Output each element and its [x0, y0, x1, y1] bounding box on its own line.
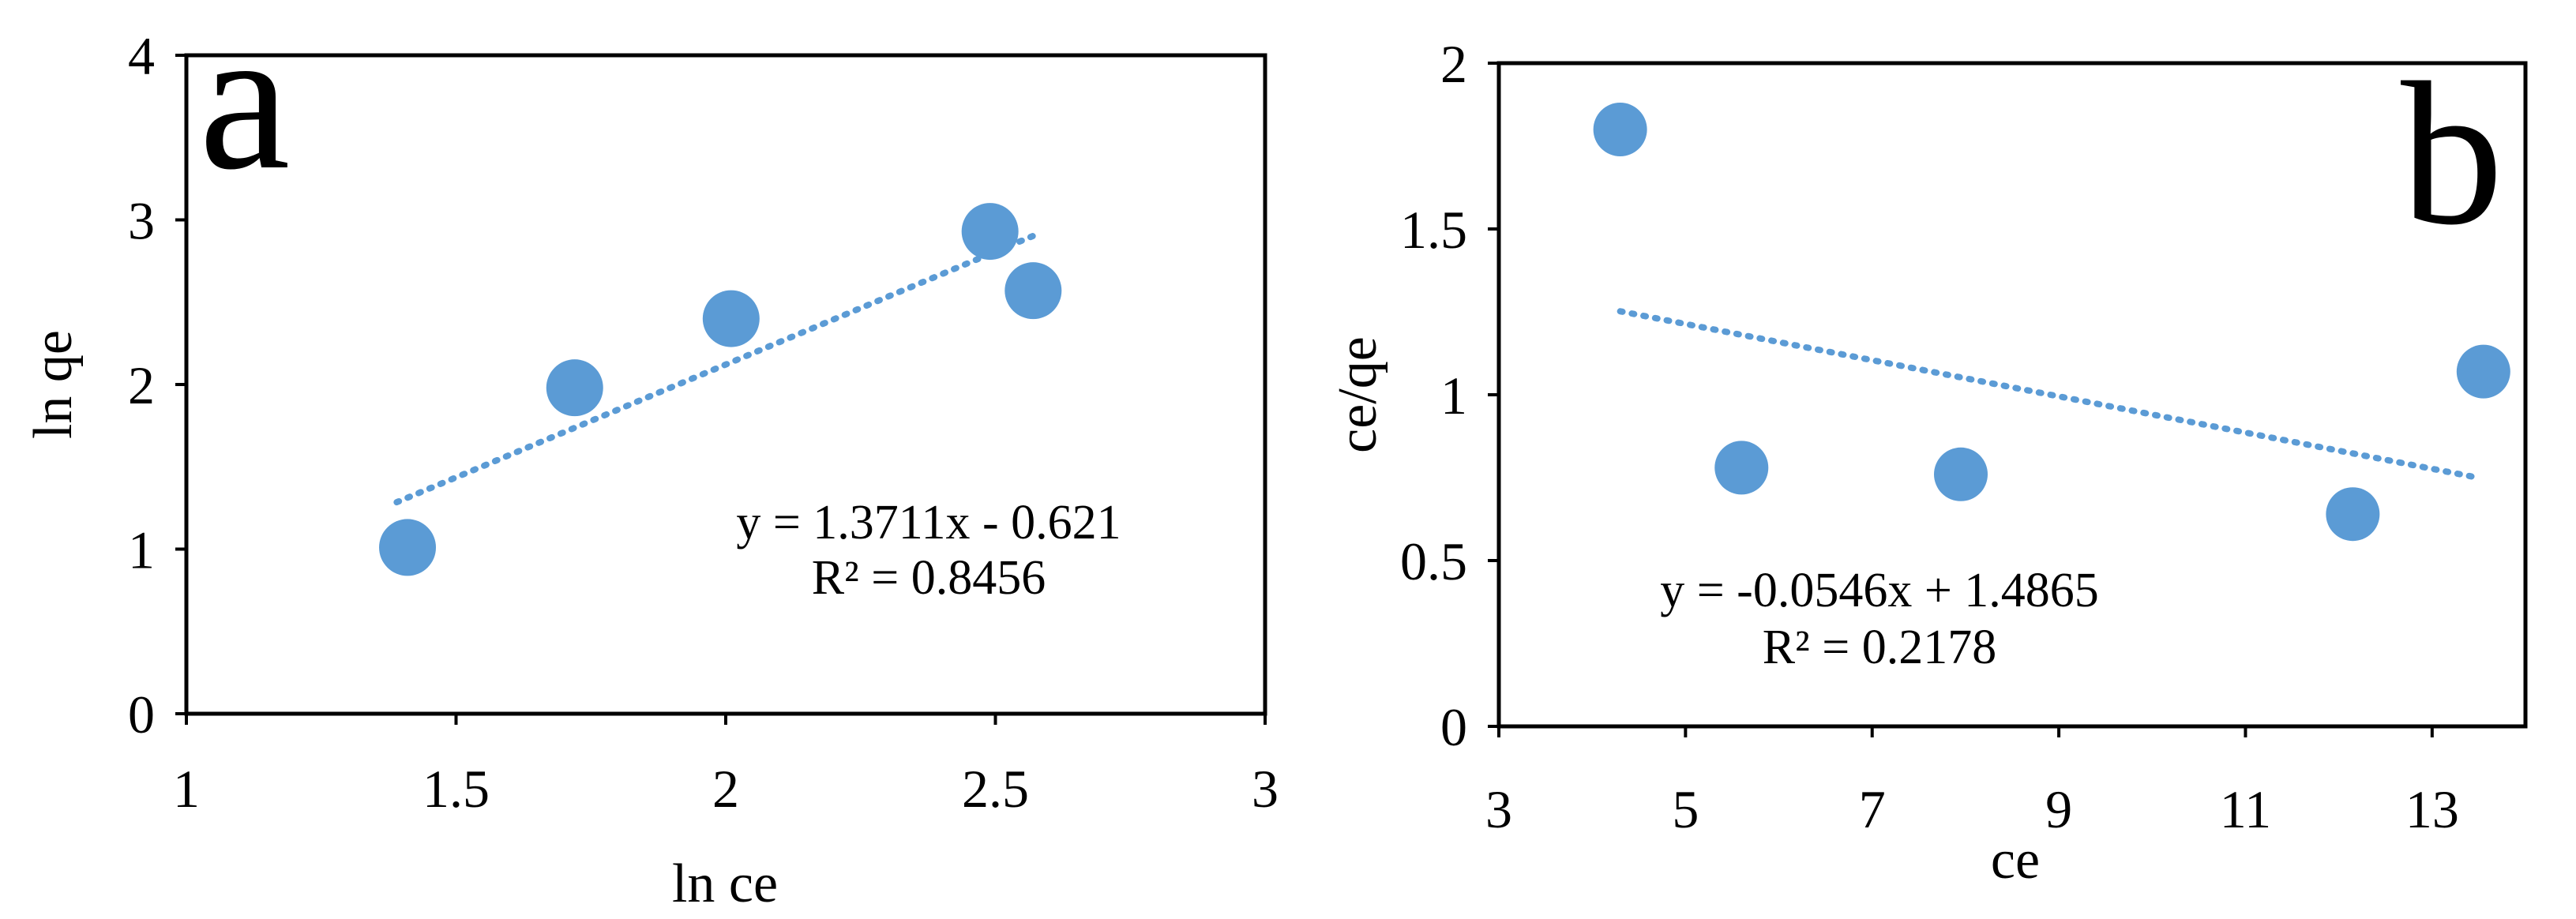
data-point	[1004, 262, 1062, 320]
y-tick-labels-a: 0 1 2 3 4	[128, 26, 186, 745]
plot-area-b	[1496, 61, 2528, 729]
data-points-b	[1593, 103, 2510, 542]
panel-label-a: a	[199, 0, 290, 212]
data-point	[379, 519, 437, 576]
data-point	[1593, 103, 1647, 156]
x-tick-label: 13	[2405, 779, 2459, 839]
y-tick-labels-b: 0 0.5 1 1.5 2	[1400, 34, 1499, 757]
y-tick-label: 0	[1440, 697, 1467, 757]
y-tick-label: 0	[128, 685, 155, 745]
y-tick-label: 1	[128, 520, 155, 580]
data-point	[702, 290, 760, 347]
x-tick-label: 3	[1252, 759, 1279, 819]
y-tick-label: 3	[128, 191, 155, 251]
r-squared-b: R² = 0.2178	[1763, 621, 1996, 674]
x-tick-label: 2	[712, 759, 739, 819]
x-axis-title-b: ce	[1991, 830, 2040, 891]
equation-b: y = -0.0546x + 1.4865	[1660, 564, 2099, 617]
equation-a: y = 1.3711x - 0.621	[736, 496, 1121, 550]
x-tick-label: 9	[2045, 779, 2072, 839]
x-tick-label: 1.5	[422, 759, 490, 819]
y-tick-label: 1.5	[1400, 200, 1467, 260]
y-axis-title-b: ce/qe	[1327, 336, 1388, 453]
y-tick-label: 2	[128, 355, 155, 415]
trendline-a	[393, 232, 1037, 506]
plot-area-a	[184, 53, 1267, 716]
r-squared-a: R² = 0.8456	[812, 551, 1046, 605]
x-tick-label: 2.5	[962, 759, 1029, 819]
y-tick-label: 1	[1440, 366, 1467, 426]
x-tick-label: 3	[1485, 779, 1512, 839]
y-tick-label: 4	[128, 26, 155, 86]
x-tick-label: 7	[1859, 779, 1886, 839]
panel-label-b: b	[2401, 40, 2503, 268]
data-point	[546, 359, 603, 417]
data-point	[2326, 487, 2380, 542]
y-tick-label: 2	[1440, 34, 1467, 94]
x-tick-label: 5	[1672, 779, 1699, 839]
x-tick-labels-a: 1 1.5 2 2.5 3	[173, 714, 1279, 819]
data-point	[961, 203, 1019, 261]
data-points-a	[379, 203, 1062, 576]
x-tick-label: 1	[173, 759, 200, 819]
data-point	[1714, 441, 1769, 495]
data-point	[2456, 344, 2510, 399]
trendline-b	[1617, 308, 2482, 482]
y-tick-label: 0.5	[1400, 531, 1467, 591]
x-tick-label: 11	[2220, 779, 2271, 839]
x-axis-title-a: ln ce	[672, 853, 778, 914]
x-tick-labels-b: 3 5 7 9 11 13	[1485, 726, 2459, 839]
data-point	[1934, 447, 1988, 501]
y-axis-title-a: ln qe	[23, 330, 84, 439]
chart-panel-b: 0 0.5 1 1.5 2 3 5 7 9 11 13 y = -0.0546x + 1.4865…	[1327, 34, 2528, 891]
